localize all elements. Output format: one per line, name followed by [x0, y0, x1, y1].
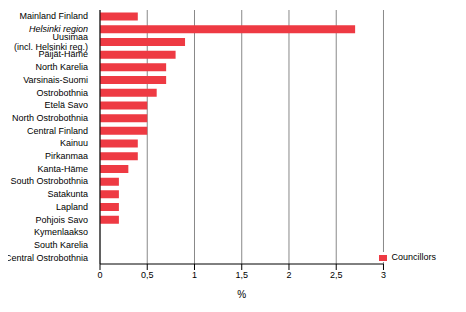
- svg-text:Mainland Finland: Mainland Finland: [19, 11, 88, 21]
- svg-text:0: 0: [97, 270, 102, 280]
- html-text:(incl. Helsinki reg.): (incl. Helsinki reg.): [14, 41, 88, 52]
- svg-text:Lapland: Lapland: [56, 202, 88, 212]
- html-text:Uusimaa: Uusimaa: [52, 31, 88, 42]
- svg-text:Varsinais-Suomi: Varsinais-Suomi: [23, 75, 88, 85]
- svg-text:Central Finland: Central Finland: [27, 126, 88, 136]
- svg-text:South Ostrobothnia: South Ostrobothnia: [10, 176, 88, 186]
- svg-text:Satakunta: Satakunta: [47, 189, 88, 199]
- svg-text:0,5: 0,5: [141, 270, 154, 280]
- svg-text:3: 3: [381, 270, 386, 280]
- svg-text:Kainuu: Kainuu: [60, 138, 88, 148]
- svg-text:2: 2: [286, 270, 291, 280]
- svg-text:Päijät-Häme: Päijät-Häme: [38, 49, 88, 59]
- svg-text:2,5: 2,5: [330, 270, 343, 280]
- svg-text:1: 1: [192, 270, 197, 280]
- svg-text:Central Ostrobothnia: Central Ostrobothnia: [8, 253, 88, 263]
- svg-text:Ostrobothnia: Ostrobothnia: [36, 88, 88, 98]
- svg-text:1,5: 1,5: [235, 270, 248, 280]
- svg-text:%: %: [237, 289, 246, 300]
- svg-text:Helsinki region: Helsinki region: [29, 24, 88, 34]
- svg-text:Kymenlaakso: Kymenlaakso: [34, 227, 88, 237]
- svg-text:Pohjois Savo: Pohjois Savo: [35, 215, 88, 225]
- svg-text:North Ostrobothnia: North Ostrobothnia: [12, 113, 88, 123]
- svg-text:Pirkanmaa: Pirkanmaa: [45, 151, 88, 161]
- svg-text:South Karelia: South Karelia: [34, 240, 88, 250]
- html-text:Councillors: Councillors: [391, 252, 436, 262]
- svg-text:Kanta-Häme: Kanta-Häme: [37, 164, 88, 174]
- svg-text:Etelä Savo: Etelä Savo: [44, 100, 88, 110]
- svg-text:North Karelia: North Karelia: [35, 62, 88, 72]
